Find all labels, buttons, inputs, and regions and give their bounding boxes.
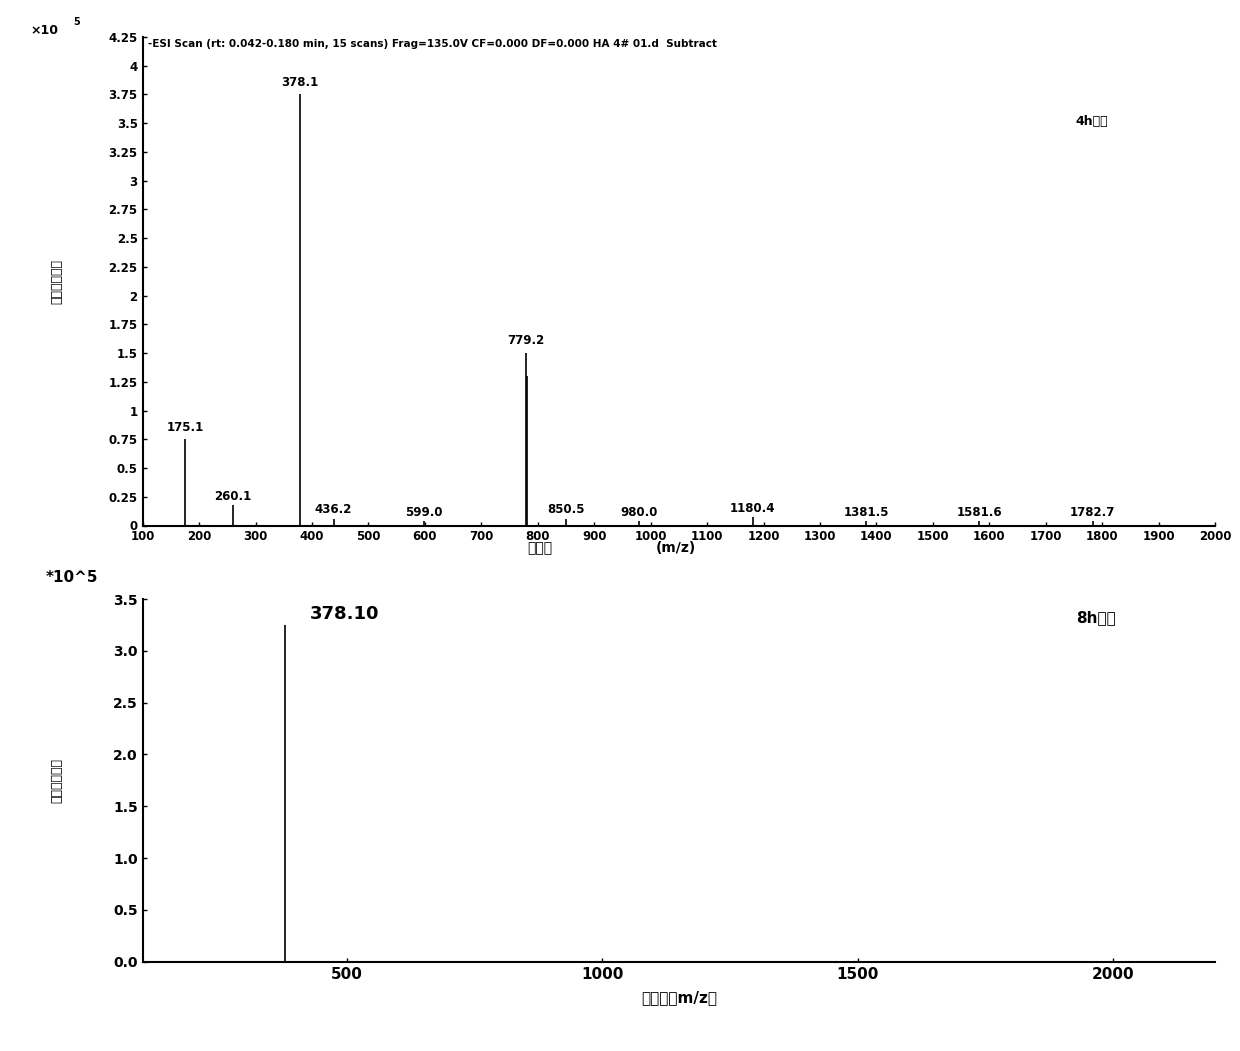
Text: -ESI Scan (rt: 0.042-0.180 min, 15 scans) Frag=135.0V CF=0.000 DF=0.000 HA 4# 01: -ESI Scan (rt: 0.042-0.180 min, 15 scans… [148,39,717,49]
Text: *10^5: *10^5 [46,570,98,584]
Text: 260.1: 260.1 [215,490,252,502]
Text: 436.2: 436.2 [315,503,352,516]
Text: 378.10: 378.10 [310,605,379,623]
Text: 计数率（个）: 计数率（个） [51,259,63,304]
X-axis label: 质荷比（m/z）: 质荷比（m/z） [641,990,717,1005]
Text: 599.0: 599.0 [405,506,443,518]
Text: 质荷比: 质荷比 [527,541,552,555]
Text: 779.2: 779.2 [507,334,544,347]
Text: 8h样品: 8h样品 [1076,610,1116,625]
Text: 850.5: 850.5 [548,503,585,516]
Text: 1782.7: 1782.7 [1070,506,1115,518]
Text: 1381.5: 1381.5 [843,506,889,518]
Text: 4h样品: 4h样品 [1076,115,1109,128]
Text: 5: 5 [73,17,79,27]
Text: 175.1: 175.1 [166,420,203,433]
Text: ×10: ×10 [30,24,58,37]
Text: 980.0: 980.0 [621,506,658,518]
Text: 1180.4: 1180.4 [730,502,775,515]
Text: (m/z): (m/z) [656,541,696,555]
Text: 1581.6: 1581.6 [956,506,1002,518]
Text: 计数率（个）: 计数率（个） [51,758,63,803]
Text: 378.1: 378.1 [281,76,319,88]
